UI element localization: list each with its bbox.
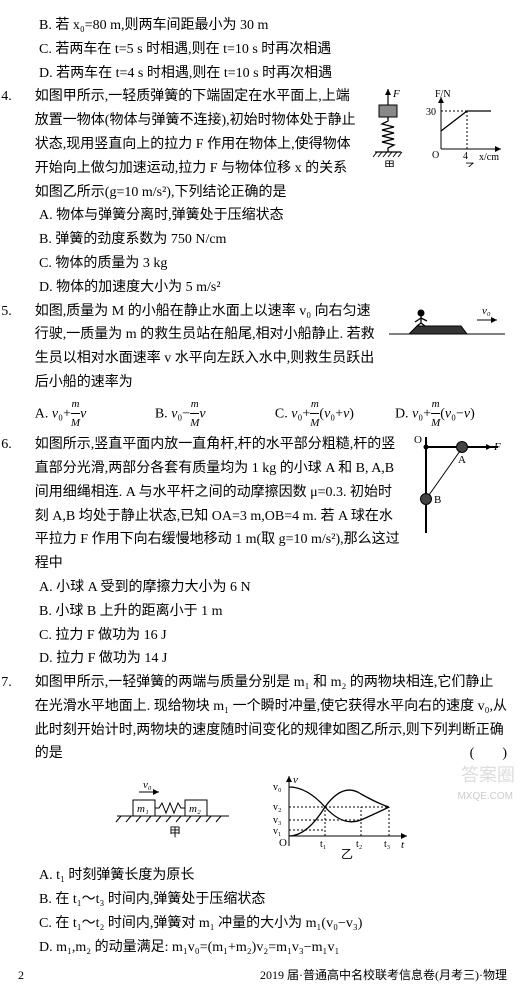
q7-optC: C. 在 t₁～t₂ 时间内,弹簧对 m₁ 冲量的大小为 m₁(v₀−v₃) (18, 912, 507, 936)
page-footer: 2 2019 届·普通高中名校联考信息卷(月考三)·物理 (18, 965, 507, 985)
svg-text:t₂: t₂ (356, 839, 362, 850)
q4-optD: D. 物体的加速度大小为 5 m/s² (18, 276, 507, 300)
q4-optA: A. 物体与弹簧分离时,弹簧处于压缩状态 (18, 204, 507, 228)
svg-text:乙: 乙 (465, 161, 476, 167)
svg-text:O: O (414, 434, 422, 446)
q7-figures: m₁ m₂ v₀ 甲 v t O v₀ (18, 770, 507, 860)
q6-optA: A. 小球 A 受到的摩擦力大小为 6 N (18, 576, 507, 600)
q5-optD: D. v₀+mM(v₀−v) (395, 395, 507, 433)
q5-optC: C. v₀+mM(v₀+v) (275, 395, 387, 433)
svg-text:v₃: v₃ (273, 815, 282, 826)
svg-text:m₁: m₁ (137, 803, 149, 815)
q7-optA: A. t₁ 时刻弹簧长度为原长 (18, 864, 507, 888)
svg-text:F: F (392, 88, 400, 100)
q3-optD: D. 若两车在 t=4 s 时相遇,则在 t=10 s 时再次相遇 (18, 62, 507, 86)
q5-number: 5. (1, 300, 12, 324)
svg-text:30: 30 (426, 107, 436, 118)
question-7: 7.如图甲所示,一轻弹簧的两端与质量分别是 m₁ 和 m₂ 的两物块相连,它们静… (18, 671, 507, 959)
q7-stem: 如图甲所示,一轻弹簧的两端与质量分别是 m₁ 和 m₂ 的两物块相连,它们静止在… (35, 675, 507, 761)
svg-text:x/cm: x/cm (479, 152, 499, 163)
q7-optB: B. 在 t₁～t₃ 时间内,弹簧处于压缩状态 (18, 888, 507, 912)
q4-stem: 如图甲所示,一轻质弹簧的下端固定在水平面上,上端放置一物体(物体与弹簧不连接),… (35, 89, 356, 199)
page-number: 2 (18, 965, 24, 985)
svg-text:v₂: v₂ (273, 802, 282, 813)
q7-optD: D. m₁,m₂ 的动量满足: m₁v₀=(m₁+m₂)v₂=m₁v₃−m₁v₁ (18, 936, 507, 960)
svg-text:乙: 乙 (341, 847, 353, 860)
q5-figure: v₀ (387, 300, 507, 350)
svg-text:B: B (434, 494, 441, 506)
q6-optB: B. 小球 B 上升的距离小于 1 m (18, 600, 507, 624)
svg-text:F: F (493, 441, 501, 453)
svg-text:O: O (432, 150, 439, 161)
q6-stem: 如图所示,竖直平面内放一直角杆,杆的水平部分粗糙,杆的竖直部分光滑,两部分各套有… (35, 437, 400, 571)
svg-text:4: 4 (463, 151, 468, 162)
svg-text:甲: 甲 (169, 825, 181, 839)
svg-text:O: O (279, 837, 287, 849)
svg-text:t₁: t₁ (320, 839, 326, 850)
q4-optC: C. 物体的质量为 3 kg (18, 252, 507, 276)
svg-text:F/N: F/N (435, 89, 451, 100)
question-6: O A F B 6.如图所示,竖直平面内放一直角杆,杆的水平部分粗糙,杆的竖直部… (18, 433, 507, 671)
svg-text:m₂: m₂ (189, 803, 201, 815)
q6-number: 6. (1, 433, 12, 457)
svg-text:t: t (401, 839, 405, 851)
question-4: F 甲 F/N (18, 85, 507, 299)
q7-paren: ( ) (470, 742, 507, 766)
svg-text:v₁: v₁ (273, 826, 282, 837)
svg-text:v: v (293, 774, 298, 786)
q5-optA: A. v₀+mMv (35, 395, 147, 433)
q5-stem: 如图,质量为 M 的小船在静止水面上以速率 v₀ 向右匀速行驶,一质量为 m 的… (35, 304, 375, 390)
q5-options: A. v₀+mMv B. v₀−mMv C. v₀+mM(v₀+v) D. v₀… (18, 395, 507, 433)
q5-optB: B. v₀−mMv (155, 395, 267, 433)
question-5: v₀ 5.如图,质量为 M 的小船在静止水面上以速率 v₀ 向右匀速行驶,一质量… (18, 300, 507, 434)
svg-text:v₀: v₀ (273, 782, 282, 793)
q4-number: 4. (1, 85, 12, 109)
q4-optB: B. 弹簧的劲度系数为 750 N/cm (18, 228, 507, 252)
q3-optC: C. 若两车在 t=5 s 时相遇,则在 t=10 s 时再次相遇 (18, 38, 507, 62)
svg-text:v₀: v₀ (482, 305, 491, 317)
q7-fig-left: m₁ m₂ v₀ 甲 (113, 770, 233, 840)
svg-text:甲: 甲 (384, 160, 395, 167)
q4-figure: F 甲 F/N (367, 85, 507, 167)
footer-text: 2019 届·普通高中名校联考信息卷(月考三)·物理 (260, 965, 507, 985)
q3-optB: B. 若 x₀=80 m,则两车间距最小为 30 m (18, 14, 507, 38)
svg-text:t₃: t₃ (384, 839, 390, 850)
q6-figure: O A F B (412, 433, 507, 543)
q6-optD: D. 拉力 F 做功为 14 J (18, 647, 507, 671)
q7-number: 7. (1, 671, 12, 695)
q7-fig-right: v t O v₀ v₂ v₃ v₁ t₁ t₂ t₃ (263, 770, 413, 860)
svg-text:v₀: v₀ (143, 779, 152, 791)
svg-text:A: A (458, 454, 466, 466)
q6-optC: C. 拉力 F 做功为 16 J (18, 624, 507, 648)
